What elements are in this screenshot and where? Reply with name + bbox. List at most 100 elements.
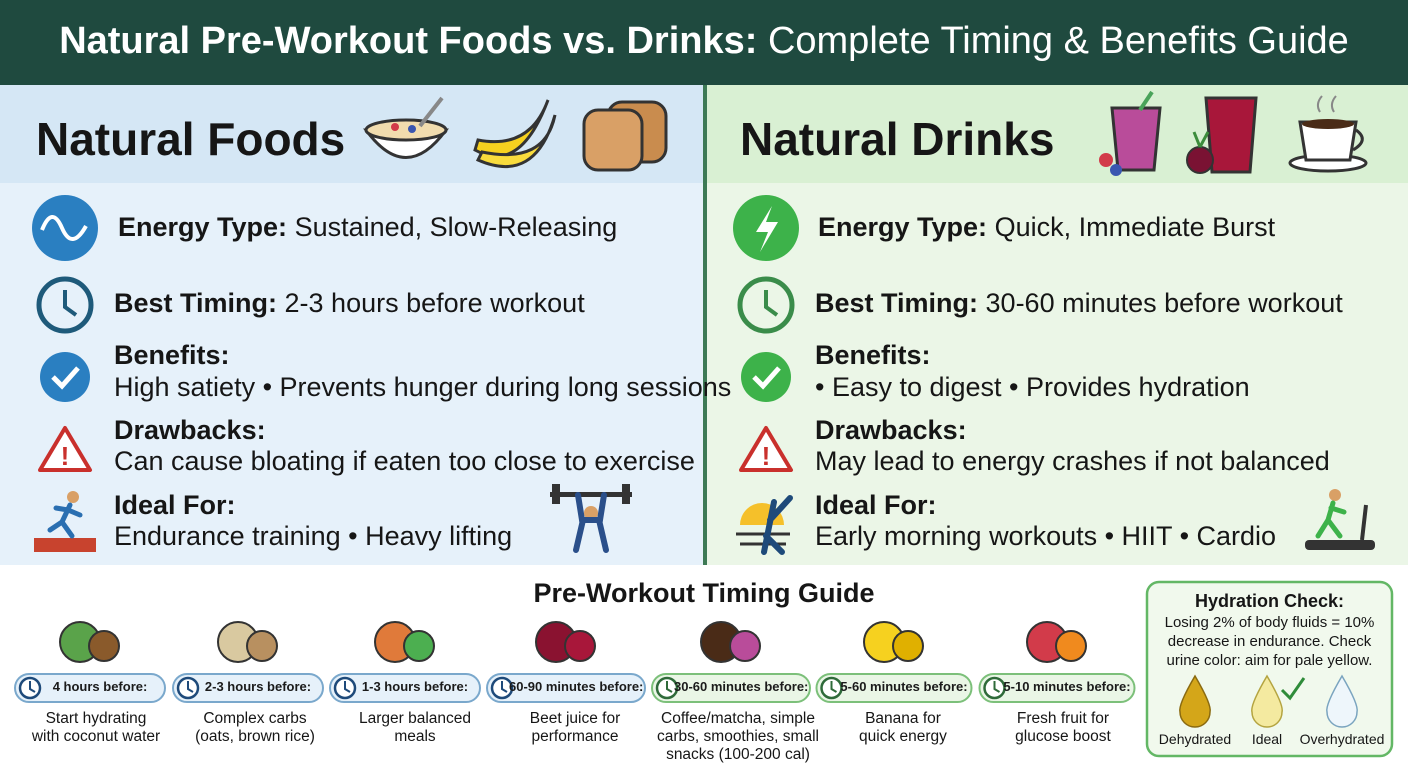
row-value: Early morning workouts • HIIT • Cardio: [815, 521, 1277, 551]
row: Best Timing: 30-60 minutes before workou…: [815, 288, 1343, 319]
drop-ideal: [1251, 674, 1283, 728]
pill-clock-hand: [501, 681, 508, 693]
step-time: 4 hours before:: [52, 679, 148, 694]
pill-clock-hand: [993, 681, 1001, 693]
row-value: Can cause bloating if eaten too close to…: [114, 446, 695, 476]
step-desc: with coconut water: [31, 728, 161, 745]
row: Energy Type: Quick, Immediate Burst: [818, 212, 1275, 243]
step-desc: (oats, brown rice): [195, 728, 315, 745]
drop-dehydrated: [1179, 674, 1211, 728]
energy-icon: [32, 195, 98, 261]
row-label: Ideal For:: [114, 490, 236, 520]
step-time: 30-60 minutes before:: [674, 679, 809, 694]
step-pill: [651, 673, 811, 703]
row: Best Timing: 2-3 hours before workout: [114, 288, 585, 319]
row-value: High satiety • Prevents hunger during lo…: [114, 372, 732, 402]
row-label: Ideal For:: [815, 490, 937, 520]
row-value: • Easy to digest • Provides hydration: [815, 372, 1250, 402]
check-icon: [40, 352, 90, 402]
step-time: 60-90 minutes before:: [509, 679, 644, 694]
lifter-icon: [550, 484, 632, 553]
pill-clock-hand: [29, 681, 36, 693]
pill-clock-hand: [187, 681, 194, 693]
step-desc: meals: [394, 728, 436, 745]
warning-icon: [739, 426, 793, 472]
row-label: Energy Type:: [818, 212, 988, 242]
bread-icon: [582, 100, 668, 172]
step-desc: snacks (100-200 cal): [666, 746, 810, 763]
panel-heading: Natural Drinks: [740, 113, 1055, 165]
row: Energy Type: Sustained, Slow-Releasing: [118, 212, 617, 243]
row-value: 30-60 minutes before workout: [985, 288, 1343, 318]
pill-clock-hand: [666, 681, 673, 693]
row-label: Benefits:: [114, 340, 230, 370]
hydration-level: Ideal: [1251, 731, 1283, 747]
row-value: Quick, Immediate Burst: [994, 212, 1276, 242]
clock-icon: [737, 276, 795, 334]
hydration-level: Overhydrated: [1299, 731, 1385, 747]
pill-clock-hand: [830, 681, 838, 693]
step-pill: [978, 673, 1136, 703]
hydration-title: Hydration Check:: [1194, 591, 1345, 611]
hydration-line: decrease in endurance. Check: [1167, 633, 1372, 650]
row-value: Sustained, Slow-Releasing: [294, 212, 618, 242]
oatmeal-icon: [363, 96, 449, 159]
step-icon: [892, 630, 924, 662]
step-desc: Complex carbs: [203, 710, 307, 727]
step-pill: [172, 673, 324, 703]
hydration-text: Losing 2% of body fluids = 10% decrease …: [1152, 613, 1387, 670]
row-label: Drawbacks:: [114, 415, 266, 445]
timing-guide-title: Pre-Workout Timing Guide: [533, 578, 875, 608]
treadmill-icon: [1305, 489, 1375, 550]
step-desc: Banana for: [865, 710, 941, 727]
drop-overhydrated: [1326, 674, 1358, 728]
svg-text:!: !: [61, 441, 70, 471]
step-pill: [329, 673, 481, 703]
step-pill: [14, 673, 166, 703]
step-time: 5-10 minutes before:: [1003, 679, 1131, 694]
row-value: Endurance training • Heavy lifting: [114, 521, 513, 551]
row-value: 2-3 hours before workout: [284, 288, 585, 318]
step-time: 5-60 minutes before:: [840, 679, 968, 694]
runner-icon: [34, 491, 96, 552]
step-icon: [88, 630, 120, 662]
step-icon: [564, 630, 596, 662]
check-icon: [741, 352, 791, 402]
step-icon: [1055, 630, 1087, 662]
row-label: Drawbacks:: [815, 415, 967, 445]
coffee-icon: [1288, 95, 1368, 173]
beet-juice-icon: [1186, 96, 1258, 174]
pill-clock-hand: [344, 681, 351, 693]
warning-icon: [38, 426, 92, 472]
banana-icon: [473, 99, 557, 169]
step-desc: performance: [531, 728, 619, 745]
step-desc: Start hydrating: [45, 710, 147, 727]
clock-icon: [36, 276, 94, 334]
row-value: May lead to energy crashes if not balanc…: [815, 446, 1330, 476]
sunrise-stretch-icon: [736, 495, 793, 555]
step-icon: [246, 630, 278, 662]
step-desc: Beet juice for: [529, 710, 621, 727]
hydration-level: Dehydrated: [1158, 731, 1232, 747]
hydration-line: urine color: aim for pale yellow.: [1166, 652, 1373, 669]
step-icon: [403, 630, 435, 662]
step-desc: Fresh fruit for: [1016, 710, 1110, 727]
step-desc: carbs, smoothies, small: [657, 728, 819, 745]
step-icon: [729, 630, 761, 662]
svg-text:!: !: [762, 441, 771, 471]
row-label: Best Timing:: [114, 288, 278, 318]
step-time: 2-3 hours before:: [204, 679, 312, 694]
row-label: Best Timing:: [815, 288, 979, 318]
hydration-line: Losing 2% of body fluids = 10%: [1164, 614, 1375, 631]
smoothie-icon: [1099, 90, 1162, 176]
step-desc: Coffee/matcha, simple: [661, 710, 815, 727]
step-pill: [815, 673, 973, 703]
step-time: 1-3 hours before:: [361, 679, 469, 694]
row-label: Benefits:: [815, 340, 931, 370]
step-desc: Larger balanced: [358, 710, 472, 727]
page-title: Natural Pre-Workout Foods vs. Drinks: Co…: [59, 20, 1349, 62]
step-desc: quick energy: [859, 728, 947, 745]
step-pill: [486, 673, 646, 703]
